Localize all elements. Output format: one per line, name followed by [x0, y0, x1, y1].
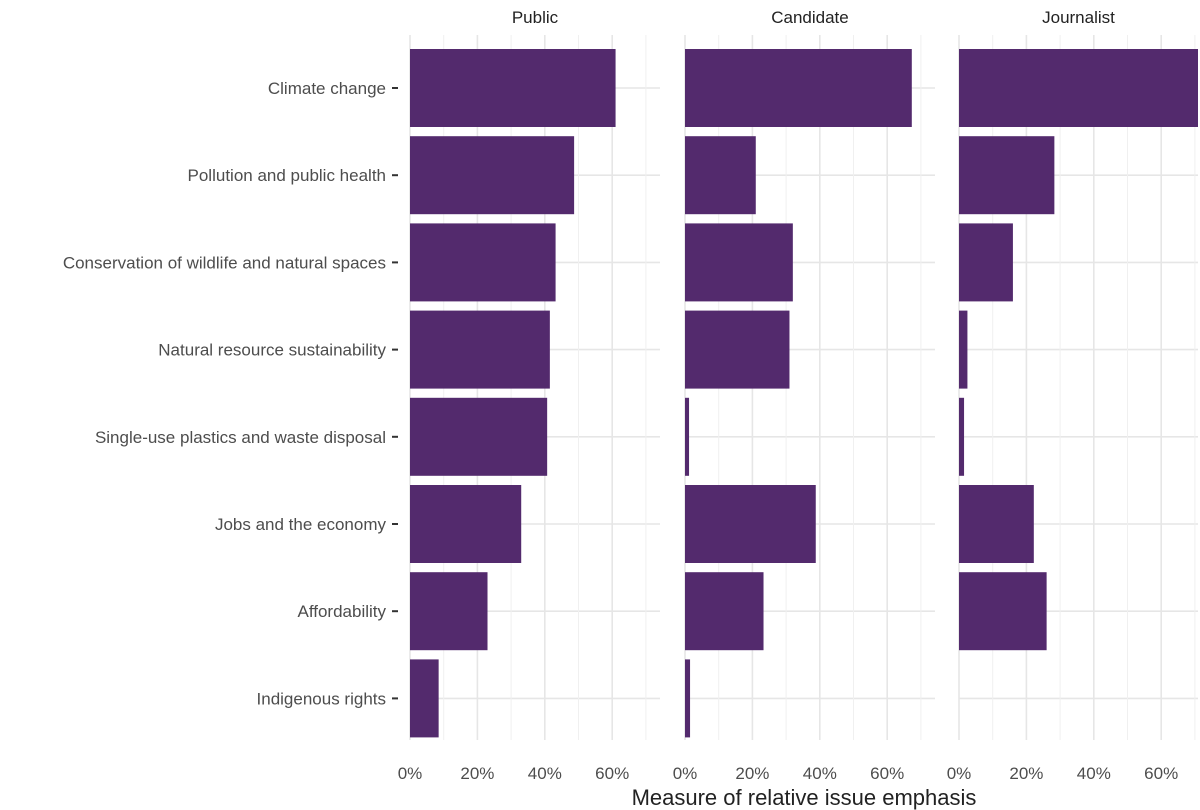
- facet-title-public: Public: [512, 8, 559, 27]
- category-label: Jobs and the economy: [215, 515, 387, 534]
- category-label: Conservation of wildlife and natural spa…: [63, 253, 386, 272]
- bar: [685, 659, 691, 738]
- category-label: Indigenous rights: [257, 689, 386, 708]
- category-label: Climate change: [268, 79, 386, 98]
- bar: [410, 49, 616, 127]
- bar: [410, 397, 548, 476]
- facet-title-journalist: Journalist: [1042, 8, 1115, 27]
- category-label: Natural resource sustainability: [158, 341, 386, 360]
- bar: [959, 485, 1034, 563]
- bar: [685, 136, 756, 215]
- category-label: Pollution and public health: [188, 166, 386, 185]
- x-tick-label: 20%: [460, 764, 494, 783]
- x-tick-label: 0%: [947, 764, 972, 783]
- bar: [410, 136, 575, 215]
- bar: [685, 49, 912, 127]
- bar: [410, 310, 550, 389]
- x-tick-label: 60%: [595, 764, 629, 783]
- bar: [959, 223, 1013, 302]
- bar: [410, 659, 439, 738]
- bar: [685, 572, 764, 651]
- x-tick-label: 0%: [673, 764, 698, 783]
- bar: [959, 397, 965, 476]
- x-tick-label: 40%: [803, 764, 837, 783]
- x-tick-label: 40%: [528, 764, 562, 783]
- x-tick-label: 20%: [735, 764, 769, 783]
- x-axis-title: Measure of relative issue emphasis: [632, 785, 977, 810]
- bar: [410, 223, 556, 302]
- x-tick-label: 40%: [1077, 764, 1111, 783]
- bar: [959, 136, 1055, 215]
- x-tick-label: 0%: [398, 764, 423, 783]
- x-tick-label: 60%: [1144, 764, 1178, 783]
- bar: [685, 397, 690, 476]
- text-layer: Public Candidate Journalist Climate change P…: [63, 8, 1178, 783]
- category-label: Single-use plastics and waste disposal: [95, 428, 386, 447]
- bar: [959, 310, 968, 389]
- bars-layer: [410, 49, 1198, 738]
- bar: [685, 485, 816, 563]
- category-label: Affordability: [297, 602, 386, 621]
- bar: [959, 49, 1198, 127]
- bar: [685, 310, 790, 389]
- facet-title-candidate: Candidate: [771, 8, 849, 27]
- bar: [410, 572, 488, 651]
- bar: [410, 485, 522, 563]
- bar: [959, 572, 1047, 651]
- bar: [685, 223, 793, 302]
- x-tick-label: 60%: [870, 764, 904, 783]
- x-tick-label: 20%: [1009, 764, 1043, 783]
